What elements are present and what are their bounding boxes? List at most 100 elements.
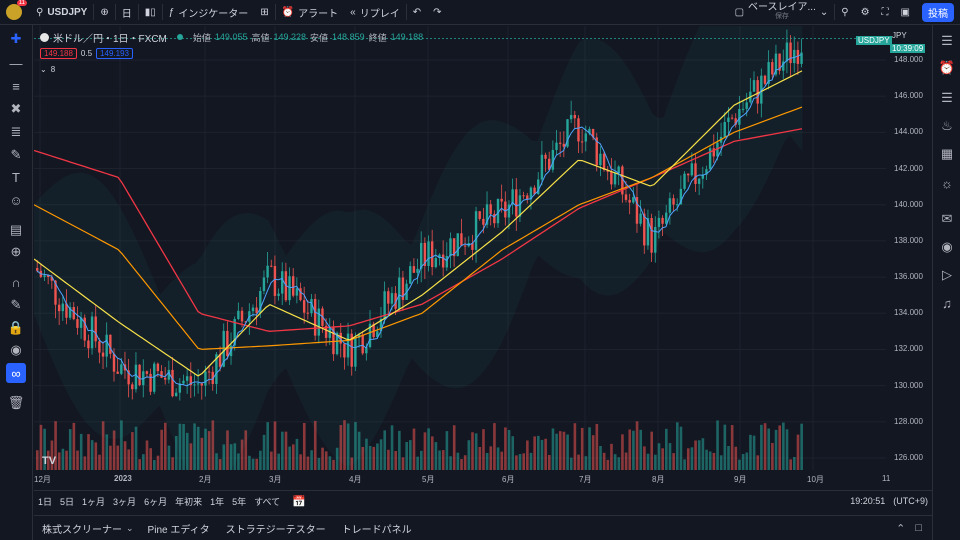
price-tick: 130.000 [894,380,923,390]
horizontal-lines-icon[interactable]: ≡ [12,78,20,94]
link-icon[interactable]: ∞ [6,363,26,383]
hotlist-icon[interactable]: ♨ [941,118,953,133]
symbol-title[interactable]: 米ドル／円・1日・FXCM [53,33,167,45]
range-8[interactable]: すべて [254,496,281,507]
last-price-symbol-badge: USDJPY [856,36,892,45]
bottom-tab-2[interactable]: ストラテジーテスター [225,524,326,536]
indicators-collapse[interactable]: ⌄ 8 [40,62,423,76]
range-0[interactable]: 1日 [38,496,53,507]
chevron-down-icon[interactable]: ⌄ [126,522,134,533]
legend-main-row: 米ドル／円・1日・FXCM 始値 149.055 高値 149.228 安値 148.… [40,30,423,45]
volume-bar [281,431,284,470]
camera-icon: ▣ [900,6,910,18]
candle-body [665,212,668,224]
emoji-icon[interactable]: ☺ [9,192,23,208]
chart-type-button[interactable]: ▮▯ [139,0,162,24]
trash-icon[interactable]: 🗑 [7,395,25,410]
candle-body [654,226,657,253]
interval-button[interactable]: 日 [116,0,138,24]
brush-icon[interactable]: ✎ [10,147,22,162]
volume-bar [401,457,405,470]
range-2[interactable]: 1ヶ月 [82,496,106,507]
ruler-icon[interactable]: ▤ [9,222,23,237]
post-button[interactable]: 投稿 [922,2,954,22]
range-6[interactable]: 1年 [210,496,225,507]
templates-button[interactable]: ⊞ [254,0,274,24]
text-icon[interactable]: T [12,169,20,185]
watchlist-icon[interactable]: ☰ [941,33,953,48]
buy-button[interactable]: 149.193 [96,47,133,59]
volume-bar [712,452,716,470]
indicators-button[interactable]: ƒ インジケーター [163,0,255,24]
pattern-icon[interactable]: ✖ [10,101,22,116]
bell-icon[interactable]: ♫ [942,295,952,311]
alarm-clock-icon[interactable]: ⏰ [938,60,956,75]
lock-icon[interactable]: 🔒 [7,320,25,335]
redo-button[interactable]: ↷ [427,0,447,24]
candle-body [463,245,467,247]
alert-button[interactable]: ⏰ アラート [276,0,344,24]
candle-body [701,174,704,179]
quick-search-button[interactable]: ⚲ [835,0,854,24]
ideas-icon[interactable]: ☼ [941,175,953,191]
volume-bar [72,422,76,470]
candles-icon: ▮▯ [144,6,156,18]
candle-body [449,238,452,256]
price-chart[interactable]: TV [34,26,886,470]
snapshot-button[interactable]: ▣ [895,0,916,24]
range-3[interactable]: 3ヶ月 [113,496,137,507]
calendar-icon[interactable]: ▦ [940,146,954,161]
volume-bar [749,434,752,470]
candle-body [196,383,200,385]
symbol-search[interactable]: ⚲ USDJPY [30,0,93,24]
range-5[interactable]: 年初来 [175,496,203,507]
compare-button[interactable]: ⊕ [94,0,114,24]
divider [274,4,276,20]
fib-icon[interactable]: ≣ [10,124,22,139]
volume-bar [193,423,196,470]
currency-label[interactable]: JPY [892,31,907,40]
broadcast-icon[interactable]: ◉ [941,239,953,254]
undo-button[interactable]: ↶ [407,0,427,24]
volume-bar [708,451,712,470]
volume-bar [160,429,163,470]
chat-icon[interactable]: ✉ [941,211,953,226]
sell-button[interactable]: 149.188 [40,47,77,59]
range-4[interactable]: 6ヶ月 [144,496,168,507]
volume-bar [164,422,167,470]
volume-bar [240,439,244,470]
layout-menu[interactable]: ▢ ベースレイア... 保存 ⌄ [729,0,835,24]
candle-body [650,218,653,253]
candle-body [591,128,595,138]
layout-icon: ▢ [734,6,745,18]
timezone[interactable]: (UTC+9) [893,496,928,506]
volume-bar [61,448,65,470]
volume-bar [580,427,584,470]
range-1[interactable]: 5日 [60,496,75,507]
goto-date-icon[interactable]: 📅 [292,495,306,508]
fullscreen-button[interactable]: ⛶ [876,0,895,24]
price-axis[interactable]: JPY USDJPY 10:39:09 148.000 146.000 144.00… [856,26,932,470]
play-icon[interactable]: ▷ [942,267,952,282]
magnet-icon[interactable]: ∩ [11,274,21,290]
maximize-icon[interactable]: □ [915,522,922,534]
time-axis[interactable]: 12月 2023 2月 3月 4月 5月 6月 7月 8月 9月 10月 11 [34,470,890,488]
volume-bar [324,451,328,470]
bottom-tab-0[interactable]: 株式スクリーナー [42,524,122,536]
crosshair-icon[interactable]: ✚ [10,31,22,46]
candle-body [621,166,624,195]
eye-icon[interactable]: ◉ [10,342,22,357]
user-avatar[interactable]: 11 [6,0,27,20]
candle-body [277,293,280,296]
bottom-tab-3[interactable]: トレードパネル [341,524,412,536]
object-tree-icon[interactable]: ☰ [941,90,953,105]
trendline-icon[interactable]: — [9,55,23,71]
range-7[interactable]: 5年 [232,496,247,507]
stay-drawing-icon[interactable]: ✎ [10,297,22,312]
settings-button[interactable]: ⚙ [855,0,876,24]
bottom-tab-1[interactable]: Pine エディタ [147,524,210,536]
zoom-in-icon[interactable]: ⊕ [10,244,22,259]
replay-button[interactable]: «リプレイ [344,0,406,24]
chevron-up-icon[interactable]: ⌃ [896,522,906,535]
volume-bar [123,441,127,470]
